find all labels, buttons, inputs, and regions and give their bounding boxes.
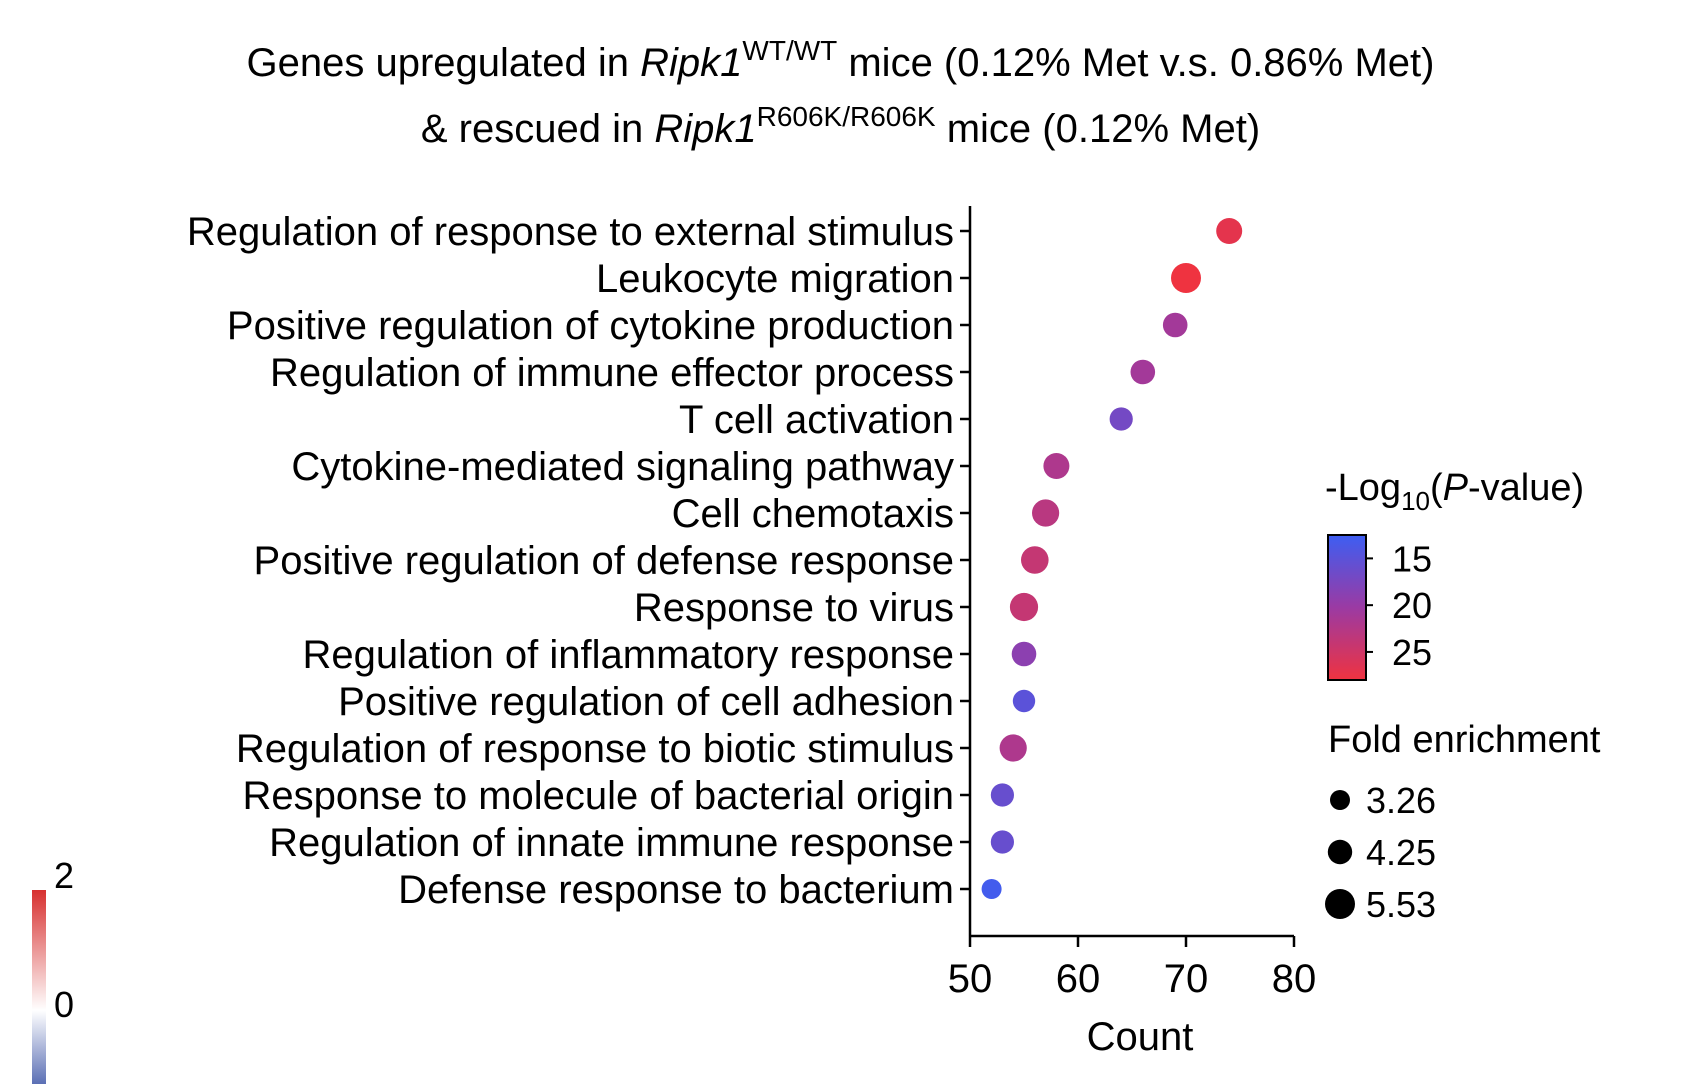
size-legend-dot [1325, 889, 1355, 919]
title-line1-genotype: WT/WT [742, 35, 838, 66]
x-tick-label: 50 [948, 957, 993, 1001]
data-point [1043, 453, 1070, 479]
title-line2-text: & rescued in [420, 107, 655, 151]
side-colorbar: 20 [32, 855, 74, 1084]
data-point [999, 734, 1027, 762]
size-legend-dot [1327, 839, 1353, 865]
data-point [1012, 689, 1036, 713]
data-point [1021, 546, 1049, 574]
data-point [1130, 359, 1156, 385]
category-label: Regulation of innate immune response [269, 821, 954, 865]
x-tick-label: 80 [1272, 957, 1317, 1001]
fold-enrichment-legend-title: Fold enrichment [1328, 719, 1601, 761]
chart-title-line-2: & rescued in Ripk1R606K/R606K mice (0.12… [0, 98, 1681, 164]
side-colorbar-gradient [32, 890, 46, 1084]
title-line2-condition: mice (0.12% Met) [935, 107, 1261, 151]
fold-enrichment-legend-items: 3.26 4.25 5.53 [1325, 780, 1436, 925]
category-label: Response to virus [634, 586, 954, 630]
size-legend-dot [1330, 790, 1350, 810]
x-tick-labels: 50 60 70 80 [948, 957, 1317, 1001]
title-line2-gene: Ripk1 [654, 107, 757, 151]
x-ticks [968, 936, 1296, 947]
category-label: Response to molecule of bacterial origin [242, 774, 954, 818]
category-label: Regulation of immune effector process [270, 351, 954, 395]
data-point [1171, 263, 1201, 293]
category-label: Cytokine-mediated signaling pathway [291, 445, 954, 489]
category-label: Positive regulation of cytokine producti… [227, 304, 954, 348]
category-label: Regulation of response to external stimu… [187, 210, 954, 254]
category-label: T cell activation [679, 398, 954, 442]
p-value-colorbar [1327, 534, 1367, 681]
title-line2-genotype: R606K/R606K [756, 101, 936, 132]
colorbar-tick-label: 15 [1392, 538, 1432, 579]
data-point [1109, 407, 1133, 431]
category-label: Cell chemotaxis [672, 492, 954, 536]
data-point [1216, 218, 1243, 244]
colorbar-tick-label: 25 [1392, 632, 1432, 673]
colorbar-tick-label: 20 [1392, 585, 1432, 626]
size-legend-label: 3.26 [1366, 780, 1436, 821]
category-label: Regulation of response to biotic stimulu… [236, 727, 954, 771]
title-line1-gene: Ripk1 [640, 41, 743, 85]
size-legend-label: 5.53 [1366, 884, 1436, 925]
category-label: Positive regulation of cell adhesion [338, 680, 954, 724]
category-label: Defense response to bacterium [398, 868, 954, 912]
side-colorbar-labels: 20 [54, 855, 74, 1025]
data-point [1011, 641, 1037, 667]
p-value-legend: -Log10(P-value) 15 20 25 [1325, 467, 1584, 681]
data-points [981, 218, 1243, 899]
side-colorbar-label: 0 [54, 984, 74, 1025]
side-colorbar-label: 2 [54, 855, 74, 896]
axes [968, 206, 1294, 938]
chart-title: Genes upregulated in Ripk1WT/WT mice (0.… [0, 32, 1681, 164]
data-point [981, 879, 1002, 899]
data-point [1162, 312, 1188, 338]
category-label: Positive regulation of defense response [254, 539, 954, 583]
title-line1-condition: mice (0.12% Met v.s. 0.86% Met) [837, 41, 1435, 85]
x-tick-label: 60 [1056, 957, 1101, 1001]
category-labels: Regulation of response to external stimu… [187, 210, 954, 912]
x-tick-label: 70 [1164, 957, 1209, 1001]
fold-enrichment-legend: Fold enrichment 3.26 4.25 5.53 [1325, 719, 1601, 925]
data-point [990, 830, 1015, 854]
category-label: Regulation of inflammatory response [303, 633, 954, 677]
data-point [990, 783, 1015, 807]
chart-title-line-1: Genes upregulated in Ripk1WT/WT mice (0.… [0, 32, 1681, 98]
p-value-colorbar-ticks: 15 20 25 [1366, 538, 1432, 673]
data-point [1009, 592, 1039, 622]
data-point [1032, 499, 1060, 527]
p-value-legend-title: -Log10(P-value) [1325, 467, 1584, 516]
title-line1-text: Genes upregulated in [246, 41, 641, 85]
y-ticks [960, 229, 970, 891]
size-legend-label: 4.25 [1366, 832, 1436, 873]
x-axis-label: Count [1087, 1015, 1194, 1059]
category-label: Leukocyte migration [596, 257, 954, 301]
